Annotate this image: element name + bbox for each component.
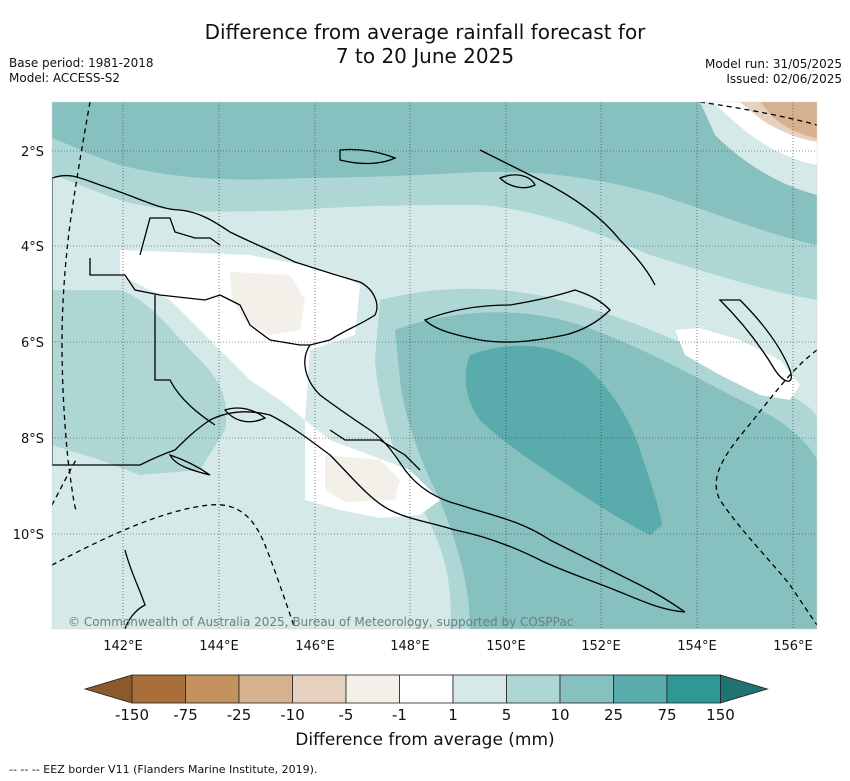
west-border [52, 178, 140, 466]
coastlines [52, 148, 792, 629]
colorbar-extend-low [83, 674, 133, 704]
colorbar-swatch [452, 674, 507, 704]
colorbar-extend-high [720, 674, 769, 704]
colorbar-swatch [131, 674, 186, 704]
colorbar-tick-label: 25 [604, 706, 623, 724]
new-guinea-south-coast [139, 411, 686, 613]
province-border-mid [89, 258, 221, 301]
colorbar-tick-label: 75 [657, 706, 676, 724]
colorbar-label: Difference from average (mm) [295, 730, 555, 750]
colorbar-swatch [613, 674, 668, 704]
eez-line-northeast [699, 102, 817, 126]
new-guinea-north-coast [52, 174, 378, 346]
graticule [52, 102, 817, 629]
meta-right: Model run: 31/05/2025 Issued: 02/06/2025 [705, 57, 842, 87]
lon-tick-144e: 144°E [199, 639, 239, 654]
field-south-minus-1-to-5 [325, 455, 400, 502]
eez-line-southwest [52, 459, 77, 506]
eez-line-east [715, 349, 817, 626]
rainfall-anomaly-field [52, 102, 817, 629]
colorbar-tick-label: 10 [550, 706, 569, 724]
model-run-text: Model run: 31/05/2025 [704, 57, 842, 71]
issued-text: Issued: 02/06/2025 [726, 72, 842, 86]
latitude-axis: 2°S 4°S 6°S 8°S 10°S [13, 145, 44, 543]
map-title-line-2: 7 to 20 June 2025 [335, 44, 515, 68]
fly-delta-coast [223, 407, 267, 423]
lon-tick-142e: 142°E [103, 639, 143, 654]
field-se-25-to-75 [465, 345, 662, 535]
lon-tick-152e: 152°E [581, 639, 621, 654]
lat-tick-2s: 2°S [21, 145, 44, 160]
lon-tick-150e: 150°E [486, 639, 526, 654]
papuan-peninsula-coast [304, 344, 686, 613]
field-central-neutral [120, 250, 440, 518]
province-border-west [154, 295, 216, 426]
eez-footnote: -- -- -- EEZ border V11 (Flanders Marine… [9, 763, 318, 776]
base-period-text: Base period: 1981-2018 [9, 56, 154, 70]
longitude-axis: 142°E 144°E 146°E 148°E 150°E 152°E 154°… [103, 639, 813, 654]
province-border-north [139, 217, 221, 256]
bougainville-coast [718, 299, 792, 382]
highlands-border [219, 294, 310, 346]
lat-tick-6s: 6°S [21, 336, 44, 351]
copyright-text: © Commonwealth of Australia 2025, Bureau… [68, 615, 573, 629]
colorbar-tick-label: 150 [706, 706, 735, 724]
colorbar-tick-label: -150 [115, 706, 149, 724]
field-10-to-25-north [52, 102, 817, 245]
new-ireland-coast [479, 149, 656, 286]
field-west-5-to-10 [52, 290, 227, 475]
cape-york-coast [124, 549, 146, 629]
colorbar-tick-label: -25 [227, 706, 252, 724]
map-title-line-1: Difference from average rainfall forecas… [204, 20, 646, 44]
lon-tick-146e: 146°E [295, 639, 335, 654]
colorbar-tick-label: -75 [173, 706, 198, 724]
lat-tick-8s: 8°S [21, 432, 44, 447]
field-ne-minus-10-to-25 [760, 102, 817, 138]
colorbar-swatch [506, 674, 561, 704]
colorbar-swatch [666, 674, 721, 704]
colorbar-swatch [399, 674, 454, 704]
colorbar-tick-label: -10 [280, 706, 305, 724]
lon-tick-148e: 148°E [390, 639, 430, 654]
lat-tick-10s: 10°S [13, 528, 44, 543]
lon-tick-156e: 156°E [773, 639, 813, 654]
colorbar-tick-label: -5 [339, 706, 354, 724]
map-frame [51, 101, 818, 630]
colorbar-swatch [238, 674, 293, 704]
colorbar-tick-label: 5 [502, 706, 512, 724]
island-coast-north [339, 148, 397, 165]
field-central-minus-1-to-5 [230, 272, 305, 335]
gulf-border [329, 429, 421, 471]
colorbar-swatch [559, 674, 614, 704]
manus-coast [498, 174, 536, 189]
colorbar-swatch [185, 674, 240, 704]
lon-tick-154e: 154°E [677, 639, 717, 654]
colorbar-swatch [345, 674, 400, 704]
eez-border [52, 102, 817, 629]
eez-line-west [61, 102, 91, 511]
eez-line-south [52, 504, 296, 629]
colorbar-swatch [292, 674, 347, 704]
colorbar: -150 -75 -25 -10 -5 -1 1 5 10 25 75 150 [83, 674, 769, 724]
colorbar-tick-label: 1 [448, 706, 458, 724]
torres-strait-coast [168, 453, 211, 476]
colorbar-tick-label: -1 [392, 706, 407, 724]
model-text: Model: ACCESS-S2 [9, 71, 121, 85]
meta-left: Base period: 1981-2018 Model: ACCESS-S2 [9, 56, 154, 86]
field-east-neutral [675, 328, 800, 400]
lat-tick-4s: 4°S [21, 240, 44, 255]
new-britain-coast [423, 289, 611, 343]
